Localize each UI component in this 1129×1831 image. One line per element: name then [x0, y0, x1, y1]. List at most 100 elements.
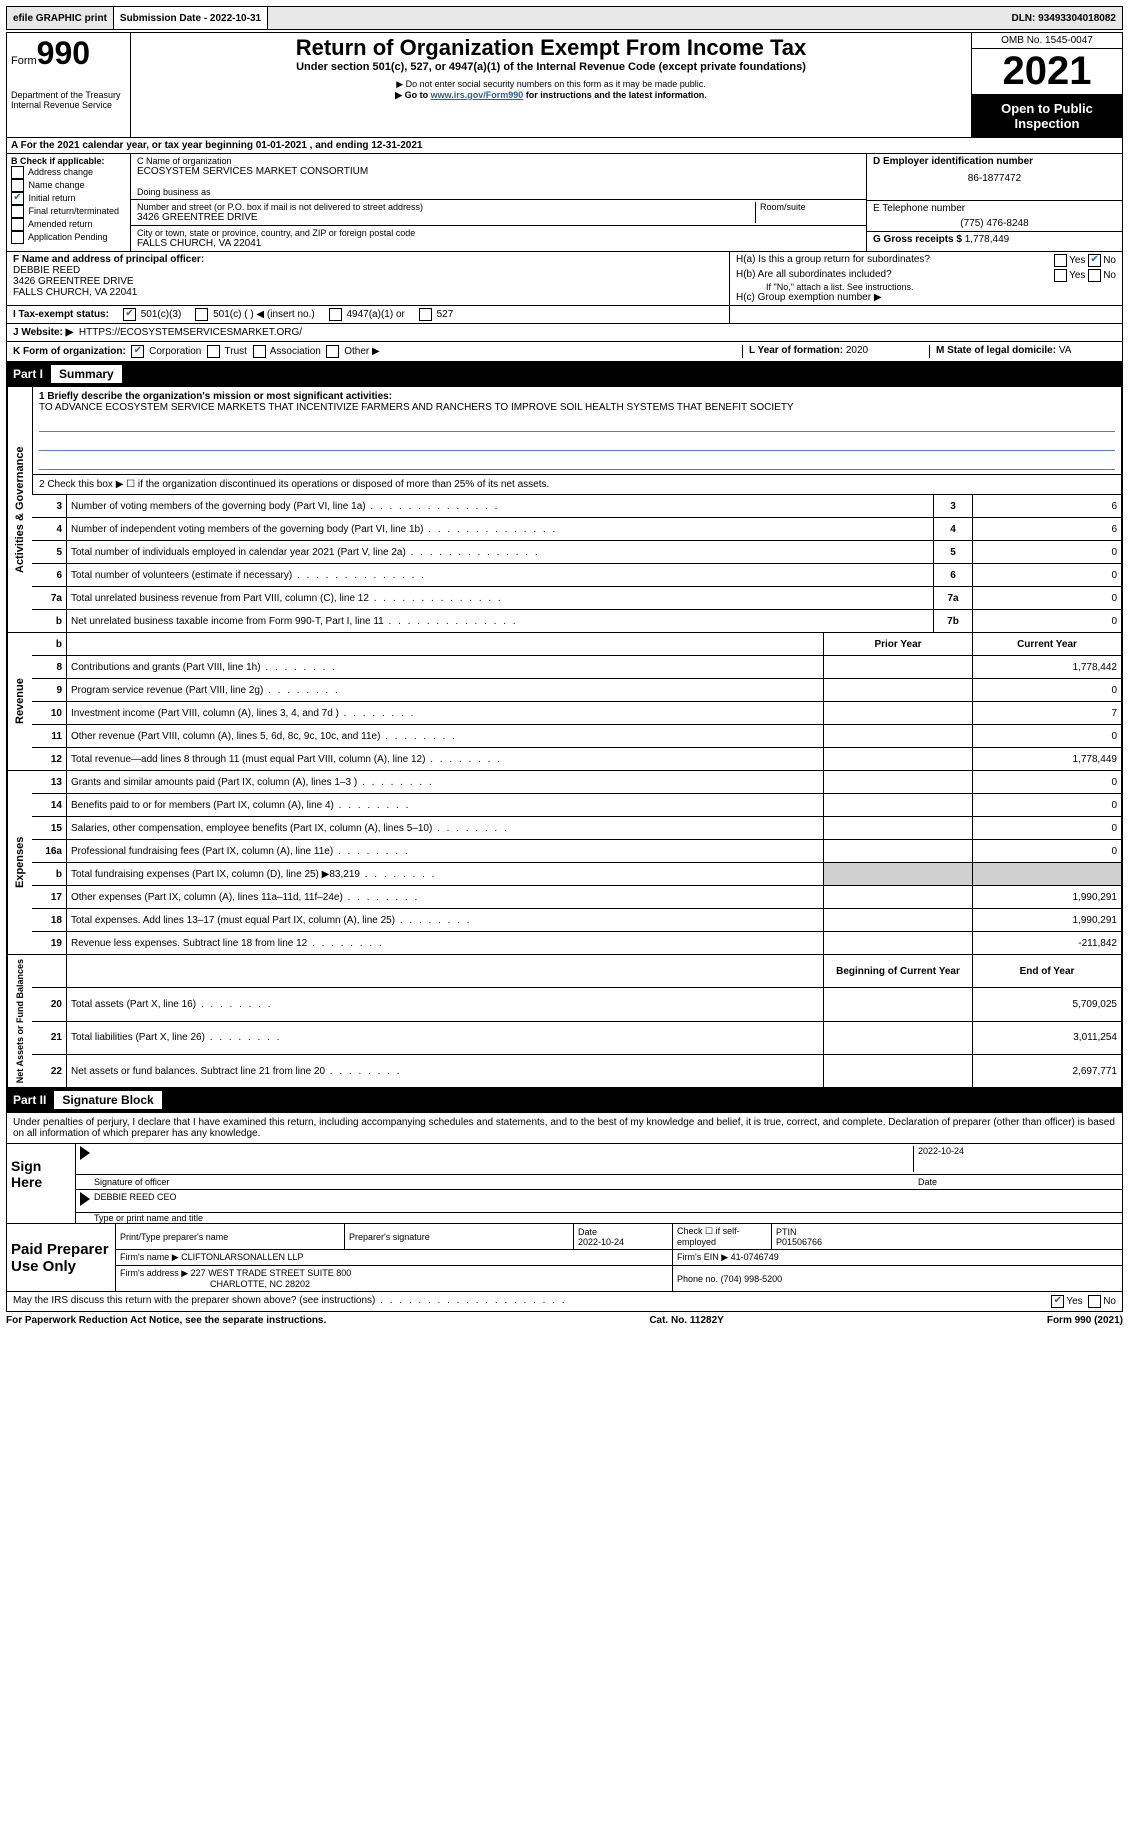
expenses-tab: Expenses [7, 771, 32, 954]
gross-label: G Gross receipts $ [873, 234, 962, 245]
col-b-applicable: B Check if applicable: Address change Na… [7, 154, 131, 251]
ein-value: 86-1877472 [873, 173, 1116, 184]
form-org-label: K Form of organization: [13, 346, 126, 357]
print-name-label: Type or print name and title [76, 1213, 1122, 1223]
governance-table: 3Number of voting members of the governi… [32, 495, 1122, 632]
firm-phone: (704) 998-5200 [721, 1274, 783, 1284]
netassets-tab: Net Assets or Fund Balances [7, 955, 32, 1087]
ptin: P01506766 [776, 1237, 822, 1247]
officer-group-row: F Name and address of principal officer:… [6, 252, 1123, 306]
activities-section: Activities & Governance 1 Briefly descri… [6, 387, 1123, 633]
city-state-zip: FALLS CHURCH, VA 22041 [137, 238, 860, 249]
omb-number: OMB No. 1545-0047 [972, 33, 1122, 49]
period-row: A For the 2021 calendar year, or tax yea… [6, 138, 1123, 154]
527-checkbox[interactable] [419, 308, 432, 321]
year-formation: 2020 [846, 345, 868, 356]
netassets-table: Beginning of Current YearEnd of Year20To… [32, 955, 1122, 1087]
form-title: Return of Organization Exempt From Incom… [135, 35, 967, 61]
website-url: HTTPS://ECOSYSTEMSERVICESMARKET.ORG/ [79, 327, 302, 338]
form-note1: ▶ Do not enter social security numbers o… [135, 79, 967, 90]
firm-name: CLIFTONLARSONALLEN LLP [181, 1252, 303, 1262]
prep-date: 2022-10-24 [578, 1237, 624, 1247]
dln: DLN: 93493304018082 [1005, 7, 1122, 29]
preparer-sig-label: Preparer's signature [345, 1224, 574, 1250]
paid-preparer-block: Paid Preparer Use Only Print/Type prepar… [6, 1224, 1123, 1292]
revenue-table: bPrior YearCurrent Year8Contributions an… [32, 633, 1122, 770]
gross-value: 1,778,449 [965, 234, 1010, 245]
officer-label: F Name and address of principal officer: [13, 254, 204, 265]
ha-yes-checkbox[interactable] [1054, 254, 1067, 267]
colb-checkbox[interactable] [11, 231, 24, 244]
ha-label: H(a) Is this a group return for subordin… [736, 254, 930, 267]
colb-checkbox[interactable] [11, 205, 24, 218]
firm-addr2: CHARLOTTE, NC 28202 [120, 1279, 310, 1289]
tax-exempt-label: I Tax-exempt status: [13, 309, 109, 320]
ha-no-checkbox[interactable] [1088, 254, 1101, 267]
expenses-table: 13Grants and similar amounts paid (Part … [32, 771, 1122, 954]
q2-text: 2 Check this box ▶ ☐ if the organization… [39, 479, 549, 490]
expenses-section: Expenses 13Grants and similar amounts pa… [6, 771, 1123, 955]
top-bar: efile GRAPHIC print Submission Date - 20… [6, 6, 1123, 30]
mission-text: TO ADVANCE ECOSYSTEM SERVICE MARKETS THA… [39, 402, 794, 413]
netassets-section: Net Assets or Fund Balances Beginning of… [6, 955, 1123, 1088]
arrow-icon [80, 1146, 90, 1160]
street-address: 3426 GREENTREE DRIVE [137, 212, 755, 223]
501c3-checkbox[interactable] [123, 308, 136, 321]
colb-checkbox[interactable] [11, 166, 24, 179]
4947-checkbox[interactable] [329, 308, 342, 321]
ein-label: D Employer identification number [873, 156, 1033, 167]
irs-link[interactable]: www.irs.gov/Form990 [431, 90, 524, 100]
formorg-checkbox[interactable] [207, 345, 220, 358]
addr-label: Number and street (or P.O. box if mail i… [137, 202, 755, 212]
formorg-checkbox[interactable] [131, 345, 144, 358]
officer-addr1: 3426 GREENTREE DRIVE [13, 276, 134, 287]
arrow-icon [80, 1192, 90, 1206]
firm-ein: 41-0746749 [731, 1252, 779, 1262]
discuss-no-checkbox[interactable] [1088, 1295, 1101, 1308]
sign-here-block: Sign Here 2022-10-24 Signature of office… [6, 1144, 1123, 1224]
org-name: ECOSYSTEM SERVICES MARKET CONSORTIUM [137, 166, 860, 177]
date-label: Date [918, 1177, 1118, 1187]
discuss-yes-checkbox[interactable] [1051, 1295, 1064, 1308]
hb-yes-checkbox[interactable] [1054, 269, 1067, 282]
colb-checkbox[interactable] [11, 218, 24, 231]
submission-date: Submission Date - 2022-10-31 [114, 7, 268, 29]
colb-checkbox[interactable] [11, 192, 24, 205]
state-domicile: VA [1059, 345, 1072, 356]
org-info-block: B Check if applicable: Address change Na… [6, 154, 1123, 252]
irs-label: Internal Revenue Service [11, 100, 126, 110]
efile-label: efile GRAPHIC print [7, 7, 114, 29]
officer-name: DEBBIE REED [13, 265, 80, 276]
declaration-text: Under penalties of perjury, I declare th… [6, 1113, 1123, 1144]
colb-checkbox[interactable] [11, 179, 24, 192]
footer-mid: Cat. No. 11282Y [649, 1315, 723, 1326]
part-i-header: Part I Summary [6, 362, 1123, 387]
form-header: Form990 Department of the Treasury Inter… [6, 32, 1123, 138]
revenue-section: Revenue bPrior YearCurrent Year8Contribu… [6, 633, 1123, 771]
501c-checkbox[interactable] [195, 308, 208, 321]
city-label: City or town, state or province, country… [137, 228, 860, 238]
paid-preparer-label: Paid Preparer Use Only [7, 1224, 116, 1291]
discuss-text: May the IRS discuss this return with the… [13, 1295, 567, 1308]
formorg-checkbox[interactable] [253, 345, 266, 358]
dept-label: Department of the Treasury [11, 90, 126, 100]
open-public: Open to Public Inspection [972, 95, 1122, 137]
irs-discuss-row: May the IRS discuss this return with the… [6, 1292, 1123, 1312]
sig-officer-label: Signature of officer [94, 1177, 918, 1187]
officer-printed-name: DEBBIE REED CEO [94, 1192, 177, 1210]
form-of-org-row: K Form of organization: Corporation Trus… [6, 342, 1123, 362]
preparer-name-label: Print/Type preparer's name [116, 1224, 345, 1250]
hb-no-checkbox[interactable] [1088, 269, 1101, 282]
hb-note: If "No," attach a list. See instructions… [736, 282, 1116, 292]
formorg-checkbox[interactable] [326, 345, 339, 358]
sign-here-label: Sign Here [7, 1144, 76, 1223]
activities-tab: Activities & Governance [7, 387, 32, 632]
officer-addr2: FALLS CHURCH, VA 22041 [13, 287, 137, 298]
firm-addr1: 227 WEST TRADE STREET SUITE 800 [191, 1268, 352, 1278]
mission-label: 1 Briefly describe the organization's mi… [39, 391, 392, 402]
hc-label: H(c) Group exemption number ▶ [736, 292, 1116, 303]
form-note2: ▶ Go to www.irs.gov/Form990 for instruct… [135, 90, 967, 101]
dba-label: Doing business as [137, 187, 860, 197]
self-employed-check: Check ☐ if self-employed [673, 1224, 772, 1250]
form-subtitle: Under section 501(c), 527, or 4947(a)(1)… [135, 61, 967, 73]
